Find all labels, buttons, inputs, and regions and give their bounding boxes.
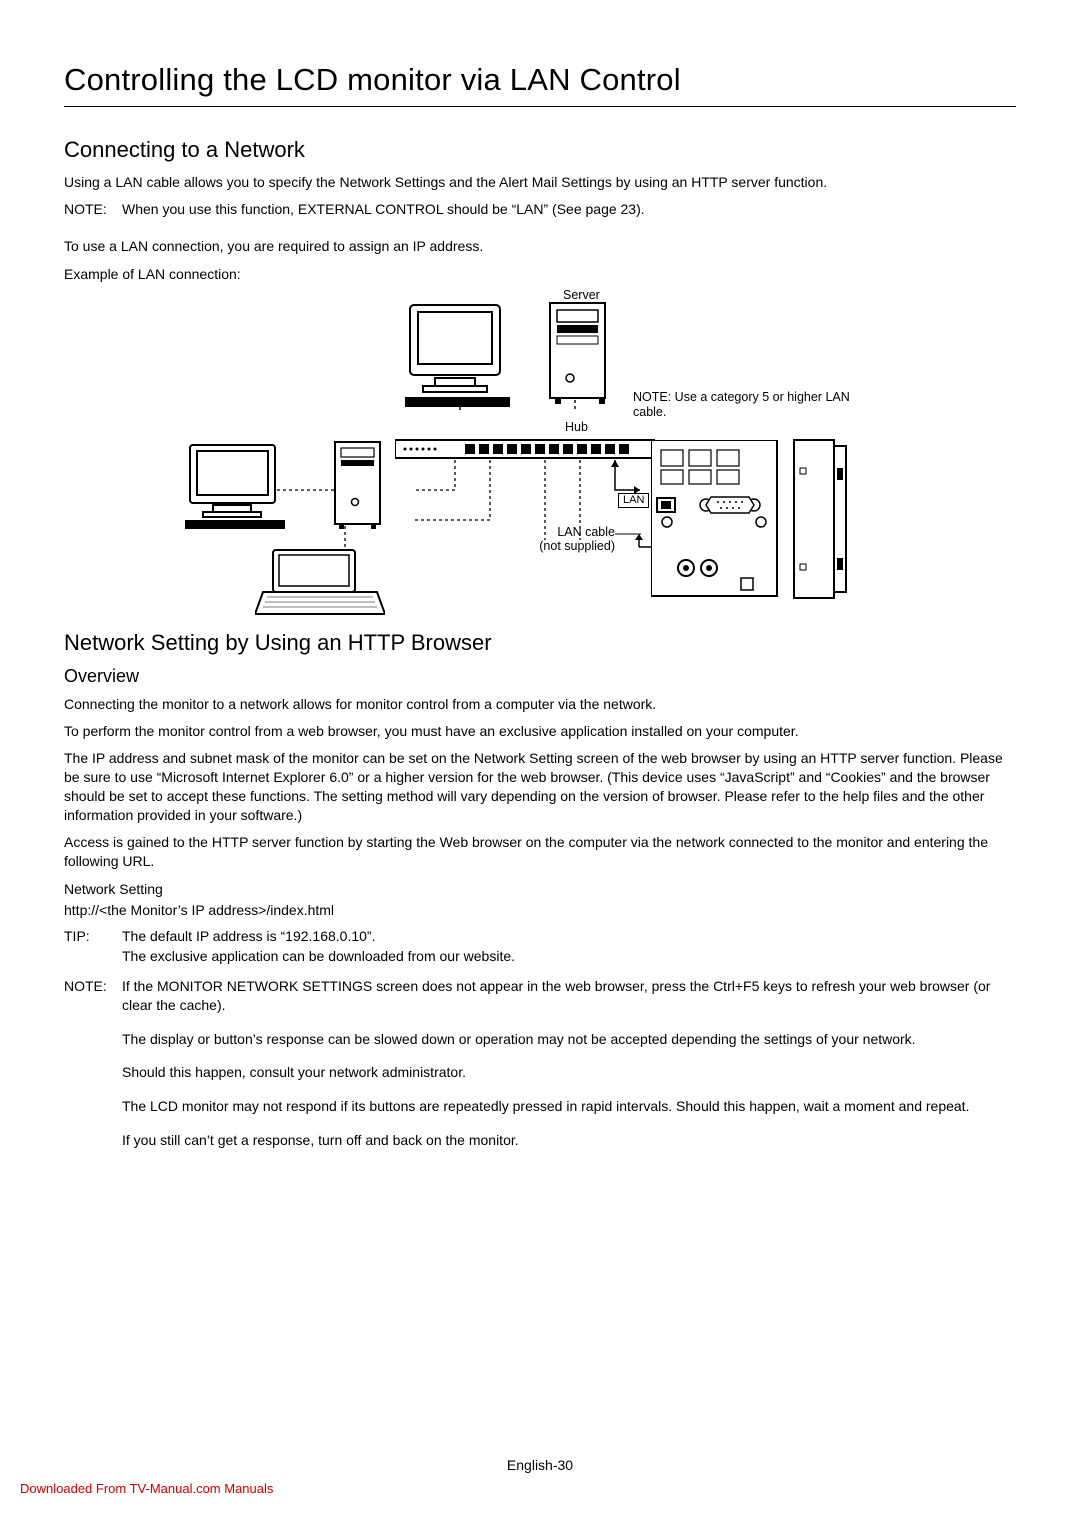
lan-diagram: Server Hub — [155, 288, 925, 618]
note-p5: If you still can’t get a response, turn … — [122, 1131, 1016, 1151]
diagram-desktop2-svg — [185, 440, 405, 532]
note-p3: Should this happen, consult your network… — [122, 1063, 1016, 1083]
section2-p1: Connecting the monitor to a network allo… — [64, 695, 1016, 714]
tip-label: TIP: — [64, 927, 122, 966]
network-setting-heading: Network Setting — [64, 881, 1016, 897]
download-footer: Downloaded From TV-Manual.com Manuals — [20, 1481, 273, 1496]
tip-text: The default IP address is “192.168.0.10”… — [122, 927, 1016, 966]
tip-row: TIP: The default IP address is “192.168.… — [64, 927, 1016, 966]
diagram-cat5-note: NOTE: Use a category 5 or higher LAN cab… — [633, 390, 883, 419]
page-number: English-30 — [0, 1457, 1080, 1473]
title-rule — [64, 106, 1016, 107]
note-label2: NOTE: — [64, 977, 122, 1016]
diagram-laptop-svg — [255, 548, 385, 618]
diagram-top-svg — [405, 300, 625, 410]
section1-note1: NOTE: When you use this function, EXTERN… — [64, 200, 1016, 220]
section2-p2: To perform the monitor control from a we… — [64, 722, 1016, 741]
section1-heading: Connecting to a Network — [64, 137, 1016, 163]
note-p4: The LCD monitor may not respond if its b… — [122, 1097, 1016, 1117]
page-title: Controlling the LCD monitor via LAN Cont… — [64, 62, 1016, 98]
section2-sub1: Overview — [64, 666, 1016, 687]
diagram-flatmonitor-svg — [790, 438, 850, 603]
diagram-label-notsupplied: (not supplied) — [525, 539, 615, 553]
section2-p4: Access is gained to the HTTP server func… — [64, 833, 1016, 871]
page: Controlling the LCD monitor via LAN Cont… — [0, 0, 1080, 1150]
note-text2: If the MONITOR NETWORK SETTINGS screen d… — [122, 977, 1016, 1016]
example-label: Example of LAN connection: — [64, 266, 1016, 282]
diagram-panel-svg — [651, 440, 781, 600]
section2-heading: Network Setting by Using an HTTP Browser — [64, 630, 1016, 656]
diagram-hub-svg — [395, 436, 655, 462]
section1-p1: Using a LAN cable allows you to specify … — [64, 173, 1016, 192]
section1-p2: To use a LAN connection, you are require… — [64, 237, 1016, 256]
network-setting-url: http://<the Monitor’s IP address>/index.… — [64, 901, 1016, 920]
note-label: NOTE: — [64, 200, 122, 220]
note-p2: The display or button’s response can be … — [122, 1030, 1016, 1050]
note-row: NOTE: If the MONITOR NETWORK SETTINGS sc… — [64, 977, 1016, 1016]
diagram-label-lan: LAN — [618, 493, 649, 508]
section2-p3: The IP address and subnet mask of the mo… — [64, 749, 1016, 825]
diagram-label-hub: Hub — [565, 420, 588, 434]
diagram-label-lancable: LAN cable — [525, 525, 615, 539]
note-text: When you use this function, EXTERNAL CON… — [122, 200, 1016, 220]
